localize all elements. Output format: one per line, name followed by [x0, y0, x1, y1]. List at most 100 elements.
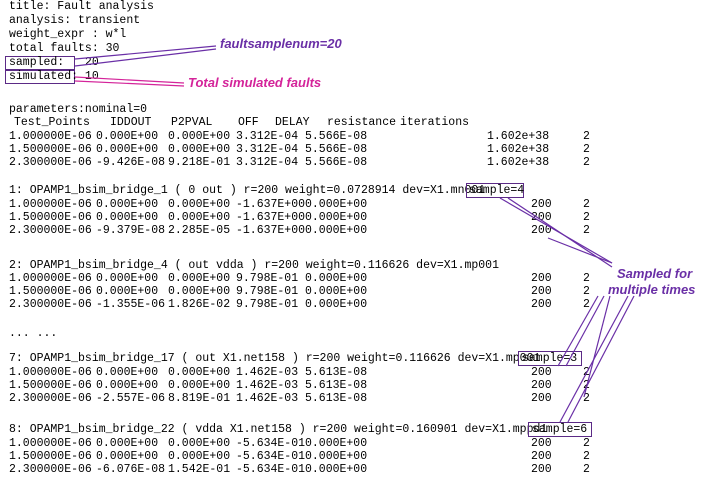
- table-cell: 200: [531, 224, 552, 237]
- faultsamplenum-annotation: faultsamplenum=20: [220, 36, 342, 51]
- table-cell: 200: [531, 437, 552, 450]
- fault-header: 8: OPAMP1_bsim_bridge_22 ( vdda X1.net15…: [9, 423, 548, 436]
- table-cell: 9.798E-01: [236, 285, 299, 298]
- table-cell: 2: [583, 198, 590, 211]
- table-cell: 2: [583, 224, 590, 237]
- simulated-highlight-box: [5, 70, 75, 84]
- table-cell: 3.312E-04: [236, 156, 299, 169]
- table-cell: -1.355E-06: [96, 298, 166, 311]
- fault-row: 1.000000E-06 0.000E+00 0.000E+00 -5.634E-01…: [0, 438, 706, 450]
- table-cell: 1.500000E-06: [9, 285, 92, 298]
- column-header: iterations: [400, 116, 470, 129]
- fault-row: 1.000000E-06 0.000E+00 0.000E+00 -1.637E+00…: [0, 199, 706, 211]
- table-cell: 2: [583, 130, 590, 143]
- table-cell: -2.557E-06: [96, 392, 166, 405]
- sample-count-box: [466, 183, 524, 198]
- table-cell: 1.000000E-06: [9, 130, 92, 143]
- table-cell: 2: [583, 463, 590, 476]
- column-header-row: Test_Points IDDOUT P2PVAL OFF DELAY resi…: [0, 117, 706, 129]
- total-simulated-annotation: Total simulated faults: [188, 75, 322, 90]
- table-cell: 5.613E-08: [305, 379, 368, 392]
- table-cell: 0.000E+00: [305, 285, 368, 298]
- table-cell: 2: [583, 392, 590, 405]
- sample-count-box: [528, 422, 592, 437]
- fault-row: 1.000000E-06 0.000E+00 0.000E+00 9.798E-01 0…: [0, 273, 706, 285]
- sample-count-box: [518, 351, 582, 366]
- table-cell: 1.462E-03: [236, 366, 299, 379]
- sample-count: sample=4: [469, 184, 525, 197]
- fault-row: 2.300000E-06 -6.076E-08 1.542E-01 -5.634E-0…: [0, 464, 706, 476]
- table-cell: 2.300000E-06: [9, 463, 92, 476]
- table-cell: -5.634E-01: [236, 450, 306, 463]
- table-cell: 0.000E+00: [96, 366, 159, 379]
- table-cell: 1.462E-03: [236, 379, 299, 392]
- table-cell: 0.000E+00: [305, 463, 368, 476]
- weight-expr-line: weight_expr : w*l: [9, 28, 127, 41]
- sampled-multiple-annotation-line2: multiple times: [608, 282, 696, 297]
- table-cell: 0.000E+00: [305, 224, 368, 237]
- table-cell: -5.634E-01: [236, 463, 306, 476]
- sampled-multiple-annotation-line1: Sampled for: [617, 266, 693, 281]
- fault-row: 1.000000E-06 0.000E+00 0.000E+00 1.462E-03 5…: [0, 367, 706, 379]
- table-cell: 1.602e+38: [487, 130, 550, 143]
- table-cell: 1.602e+38: [487, 156, 550, 169]
- title-line: title: Fault analysis: [9, 0, 154, 13]
- fault-header: 2: OPAMP1_bsim_bridge_4 ( out vdda ) r=2…: [9, 259, 499, 272]
- table-cell: 5.613E-08: [305, 392, 368, 405]
- total-simulated-callout: [74, 76, 185, 87]
- sampled-highlight-box: [5, 56, 75, 70]
- table-cell: 2: [583, 272, 590, 285]
- table-cell: 0.000E+00: [305, 450, 368, 463]
- table-cell: 2.300000E-06: [9, 298, 92, 311]
- table-cell: 0.000E+00: [96, 437, 159, 450]
- table-cell: 9.218E-01: [168, 156, 231, 169]
- table-cell: 1.500000E-06: [9, 450, 92, 463]
- column-header: resistance: [327, 116, 397, 129]
- table-cell: 1.000000E-06: [9, 437, 92, 450]
- table-cell: 0.000E+00: [305, 298, 368, 311]
- table-cell: 200: [531, 450, 552, 463]
- sampled-multiple-callout: [499, 197, 635, 423]
- table-cell: 200: [531, 392, 552, 405]
- fault-row: 2.300000E-06 -1.355E-06 1.826E-02 9.798E-01…: [0, 299, 706, 311]
- table-cell: 200: [531, 463, 552, 476]
- table-cell: 0.000E+00: [305, 198, 368, 211]
- table-cell: 0.000E+00: [96, 272, 159, 285]
- table-cell: 0.000E+00: [96, 211, 159, 224]
- table-cell: 0.000E+00: [96, 198, 159, 211]
- table-cell: 200: [531, 379, 552, 392]
- table-cell: 5.566E-08: [305, 156, 368, 169]
- table-cell: 1.000000E-06: [9, 272, 92, 285]
- table-cell: 0.000E+00: [168, 285, 231, 298]
- table-cell: 0.000E+00: [168, 437, 231, 450]
- fault-row: 2.300000E-06 -9.379E-08 2.285E-05 -1.637E+0…: [0, 225, 706, 237]
- parameters-line: parameters:nominal=0: [9, 103, 148, 116]
- fault-header: 1: OPAMP1_bsim_bridge_1 ( 0 out ) r=200 …: [9, 184, 486, 197]
- table-cell: 0.000E+00: [168, 198, 231, 211]
- table-cell: -9.426E-08: [96, 156, 166, 169]
- sampled-line: sampled: 20: [9, 56, 99, 69]
- table-cell: 2: [583, 450, 590, 463]
- fault-row: 2.300000E-06 -2.557E-06 8.819E-01 1.462E-03…: [0, 393, 706, 405]
- ellipsis-line: ... ...: [9, 327, 58, 340]
- table-cell: 200: [531, 272, 552, 285]
- table-cell: 0.000E+00: [96, 379, 159, 392]
- table-cell: -1.637E+00: [236, 211, 306, 224]
- table-cell: 2: [583, 298, 590, 311]
- fault-row: 1.500000E-06 0.000E+00 0.000E+00 -1.637E+00…: [0, 212, 706, 224]
- table-cell: 200: [531, 285, 552, 298]
- column-header: IDDOUT: [110, 116, 152, 129]
- table-cell: 3.312E-04: [236, 143, 299, 156]
- table-cell: 1.462E-03: [236, 392, 299, 405]
- table-cell: 2.285E-05: [168, 224, 231, 237]
- table-cell: 2.300000E-06: [9, 224, 92, 237]
- fault-row: 1.500000E-06 0.000E+00 0.000E+00 -5.634E-01…: [0, 451, 706, 463]
- table-cell: 8.819E-01: [168, 392, 231, 405]
- table-cell: 0.000E+00: [305, 211, 368, 224]
- nominal-row: 1.500000E-06 0.000E+00 0.000E+00 3.312E-04 5…: [0, 144, 706, 156]
- table-cell: 2: [583, 143, 590, 156]
- table-cell: 0.000E+00: [168, 130, 231, 143]
- table-cell: 0.000E+00: [168, 366, 231, 379]
